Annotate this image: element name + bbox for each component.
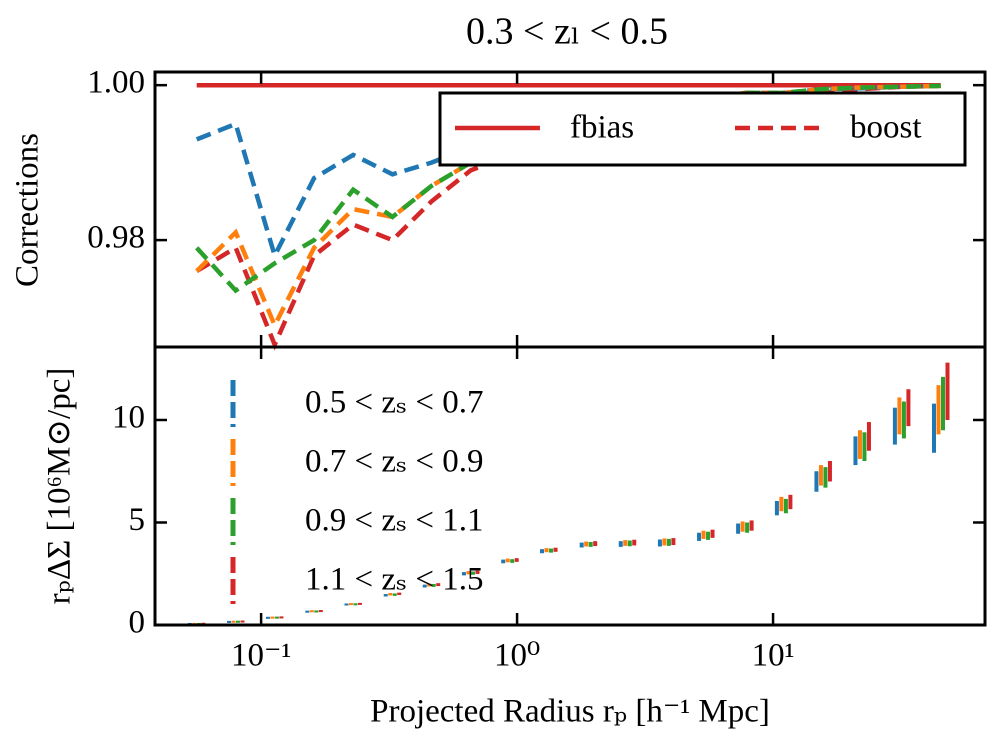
y-axis-label: Corrections xyxy=(10,133,46,287)
x-tick-label: 10⁰ xyxy=(494,638,540,674)
y-tick-label: 5 xyxy=(129,502,146,538)
series-line xyxy=(195,83,941,351)
y-axis-label: rₚΔΣ [10⁶M⊙/pc] xyxy=(42,368,78,605)
x-tick-label: 10¹ xyxy=(752,638,795,674)
legend-label: 1.1 < zₛ < 1.5 xyxy=(305,562,484,598)
legend-label: 0.5 < zₛ < 0.7 xyxy=(305,385,484,421)
x-tick-label: 10⁻¹ xyxy=(231,638,291,674)
x-axis-label: Projected Radius rₚ [h⁻¹ Mpc] xyxy=(370,694,770,730)
axes-frame xyxy=(153,345,987,627)
legend-label: 0.9 < zₛ < 1.1 xyxy=(305,503,484,539)
chart-title: 0.3 < zₗ < 0.5 xyxy=(466,11,668,53)
legend-label: 0.7 < zₛ < 0.9 xyxy=(305,444,484,480)
y-tick-label: 0.98 xyxy=(87,220,145,256)
y-tick-label: 0 xyxy=(129,605,146,641)
legend-label: boost xyxy=(850,110,922,146)
legend-label: fbias xyxy=(570,110,634,146)
y-tick-label: 10 xyxy=(112,400,145,436)
y-tick-label: 1.00 xyxy=(87,65,145,101)
